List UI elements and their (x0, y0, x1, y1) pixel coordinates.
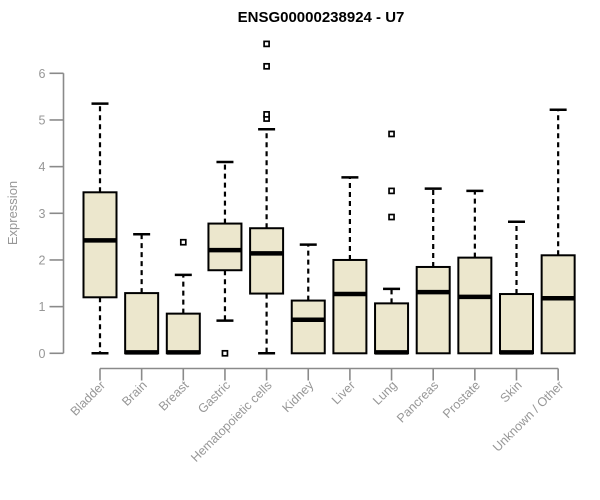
box-breast (165, 312, 201, 355)
outlier-lung-2 (388, 130, 395, 138)
x-tick-label-brain: Brain (119, 378, 150, 409)
box-skin (499, 293, 534, 355)
x-tick-label-skin: Skin (498, 378, 525, 405)
y-axis-label: Expression (5, 181, 20, 245)
y-tick-label-3: 3 (39, 207, 46, 221)
x-tick-label-breast: Breast (156, 378, 192, 414)
box-brain (124, 292, 160, 355)
x-tick-label-kidney: Kidney (279, 378, 316, 415)
y-tick-label-0: 0 (39, 347, 46, 361)
box-liver (332, 258, 368, 355)
x-tick-label-bladder: Bladder (68, 378, 108, 418)
outlier-hematopoietic-cells-2 (263, 62, 270, 70)
y-tick-label-5: 5 (39, 113, 46, 127)
x-tick-label-unknown-other: Unknown / Other (490, 378, 566, 454)
outlier-lung-1 (388, 187, 395, 195)
outlier-breast-0 (179, 238, 187, 246)
outlier-gastric-0 (221, 349, 229, 357)
x-tick-label-pancreas: Pancreas (394, 378, 441, 425)
x-tick-label-lung: Lung (370, 378, 400, 408)
outlier-hematopoietic-cells-1 (263, 111, 270, 118)
y-tick-label-1: 1 (39, 300, 46, 314)
box-unknown-other (540, 254, 576, 355)
box-prostate (457, 256, 493, 355)
x-tick-label-liver: Liver (329, 378, 358, 407)
box-kidney (290, 299, 326, 355)
x-tick-label-prostate: Prostate (440, 378, 483, 421)
y-tick-label-2: 2 (39, 253, 46, 267)
box-lung (374, 302, 410, 355)
box-gastric (207, 222, 243, 272)
outlier-hematopoietic-cells-3 (263, 40, 270, 48)
x-tick-label-hematopoietic-cells: Hematopoietic cells (188, 378, 275, 465)
y-tick-label-4: 4 (39, 160, 46, 174)
plot-area: 0 1 2 3 4 5 6 Bladder Brain Breast GastricHematopo… (39, 40, 576, 465)
box-hematopoietic-cells (249, 227, 285, 295)
chart-title: ENSG00000238924 - U7 (238, 9, 405, 26)
y-tick-label-6: 6 (39, 67, 46, 81)
outlier-lung-0 (388, 213, 395, 221)
box-pancreas (415, 265, 451, 355)
box-bladder (82, 191, 118, 299)
x-tick-label-gastric: Gastric (195, 378, 233, 416)
